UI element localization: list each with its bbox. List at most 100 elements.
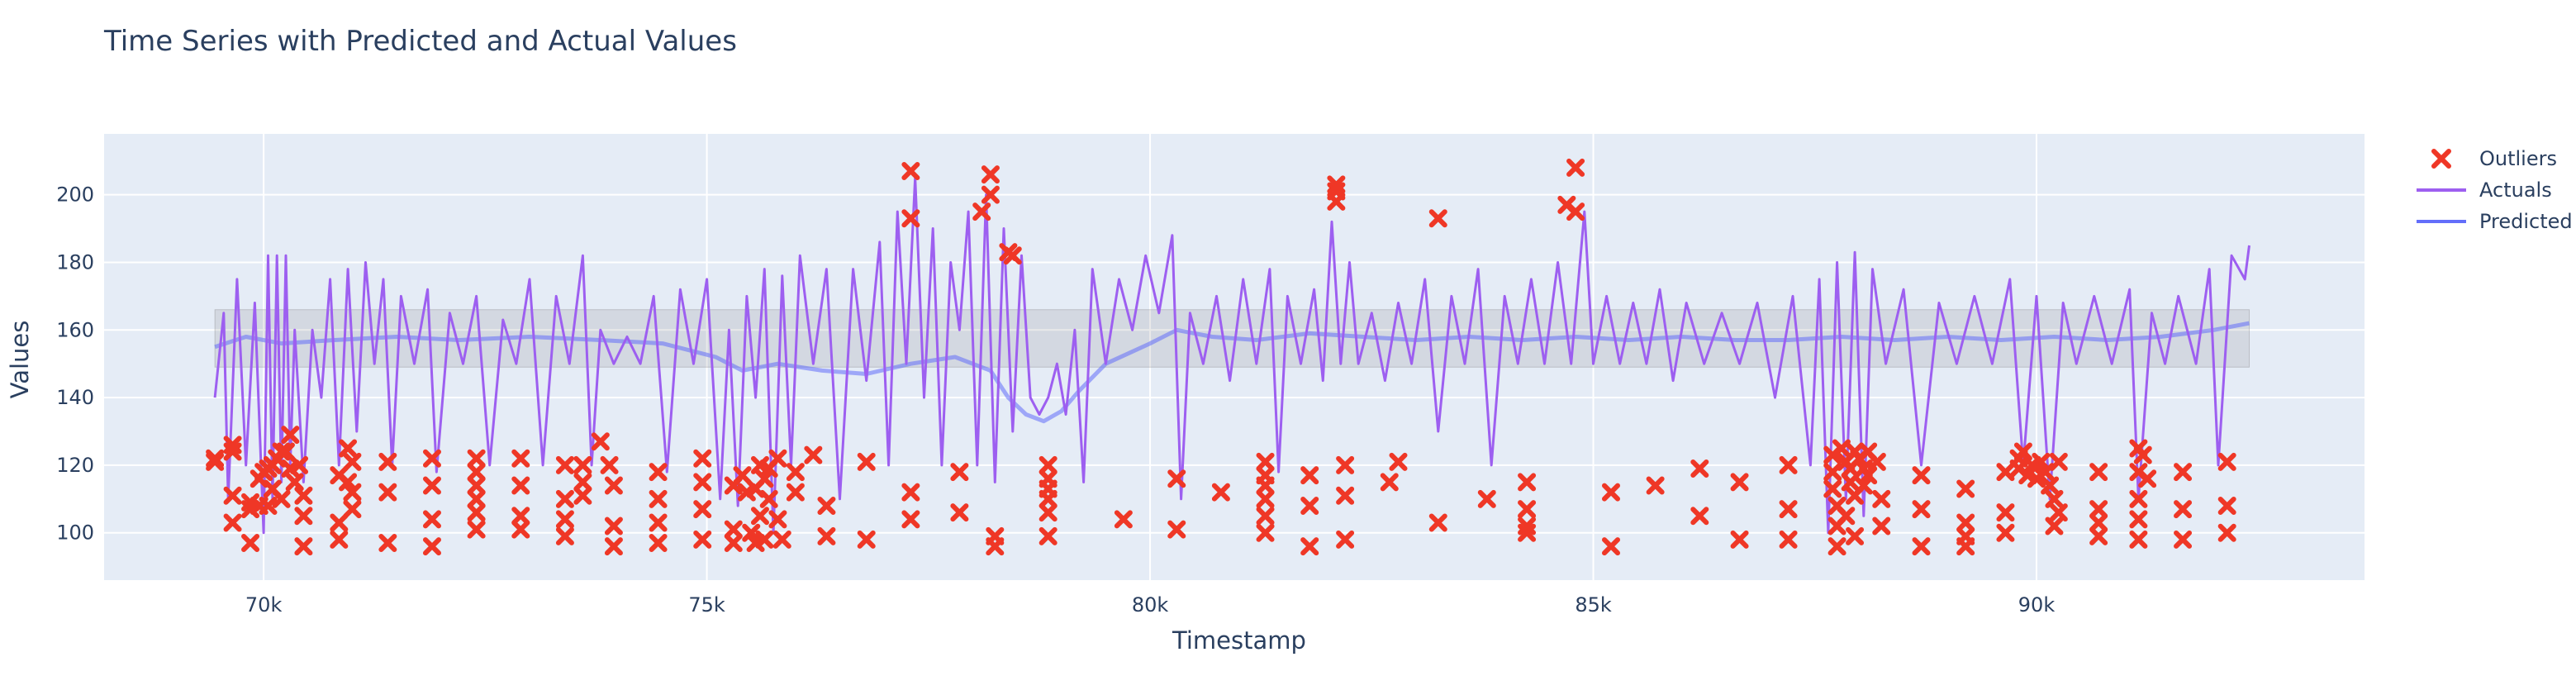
outlier-point [600,455,619,474]
outlier-point [1114,510,1133,529]
outlier-point [1038,489,1057,508]
outlier-point [1428,513,1447,532]
outlier-point [422,449,441,468]
outlier-point [1841,473,1860,492]
outlier-point [1779,530,1798,549]
outlier-point [759,489,778,508]
outlier-point [1846,526,1865,545]
outlier-point [511,449,530,468]
outlier-point [2129,510,2148,529]
outlier-point [2217,452,2236,471]
outlier-point [2174,463,2193,482]
outlier-point [1996,463,2015,482]
x-axis-title: Timestamp [1172,626,1306,655]
outlier-point [223,486,242,505]
outlier-point [768,449,787,468]
outlier-point [772,530,791,549]
outlier-point [1380,473,1399,492]
outlier-point [693,500,712,519]
x-tick-label: 90k [2018,593,2056,616]
outlier-point [817,526,836,545]
outlier-point [2049,503,2068,522]
outlier-point [693,449,712,468]
outlier-point [1956,479,1975,498]
outlier-point [290,455,309,474]
outlier-point [1872,517,1891,536]
outlier-point [693,530,712,549]
outlier-point [1602,537,1620,556]
outlier-point [378,452,397,471]
outlier-point [804,445,823,464]
outlier-point [1690,459,1709,478]
outlier-point [733,466,752,485]
outlier-point [467,520,486,539]
outlier-point [285,473,304,492]
legend-label-outliers: Outliers [2479,147,2557,170]
outlier-point [2174,500,2193,519]
outlier-point [294,486,313,505]
outlier-point [555,455,574,474]
outlier-point [1996,523,2015,542]
outlier-point [555,510,574,529]
legend: Outliers Actuals Predicted [2417,147,2573,233]
outlier-point [1256,507,1275,526]
outlier-point [1167,469,1186,488]
outlier-point [1832,439,1851,458]
outlier-point [272,442,291,461]
outlier-point [2129,530,2148,549]
outlier-point [649,513,668,532]
outlier-point [294,537,313,556]
y-tick-label: 160 [56,318,94,341]
outlier-point [1518,473,1537,492]
outlier-point [555,489,574,508]
outlier-point [573,486,592,505]
outlier-point [1256,452,1275,471]
outlier-point [1336,530,1355,549]
outlier-point [1859,466,1878,485]
outlier-point [2089,526,2108,545]
outlier-point [511,520,530,539]
outlier-point [2217,497,2236,515]
outlier-point [378,483,397,502]
outlier-point [1003,246,1022,265]
outlier-point [857,452,876,471]
outlier-point [2217,523,2236,542]
outlier-point [1837,507,1856,526]
series-line-predicted [214,321,2250,424]
outlier-point [649,463,668,482]
outlier-point [330,513,349,532]
outlier-point [1823,479,1842,498]
outlier-point [604,517,623,536]
outlier-point [2045,517,2064,536]
outlier-point [1566,202,1585,221]
outlier-point [857,530,876,549]
outlier-point [511,507,530,526]
outlier-point [206,452,225,471]
legend-label-predicted: Predicted [2479,210,2573,233]
outlier-point [755,530,774,549]
outlier-point [1912,537,1931,556]
outlier-point [467,489,486,508]
outlier-point [2174,530,2193,549]
outlier-point [750,507,769,526]
chart-title: Time Series with Predicted and Actual Va… [103,25,737,58]
outlier-point [1956,513,1975,532]
outlier-point [2089,500,2108,519]
outlier-point [259,497,278,515]
outlier-point [2045,489,2064,508]
outlier-point [272,489,291,508]
outlier-point [1336,486,1355,505]
outlier-point [1690,507,1709,526]
outlier-point [1518,500,1537,519]
x-tick-label: 75k [688,593,725,616]
outlier-point [555,526,574,545]
outlier-point [1428,209,1447,228]
outlier-point [1730,530,1749,549]
outlier-point [378,534,397,552]
outlier-point [604,476,623,495]
outlier-point [786,483,805,502]
outlier-point [901,209,920,228]
y-tick-label: 120 [56,454,94,477]
outlier-point [1867,452,1886,471]
